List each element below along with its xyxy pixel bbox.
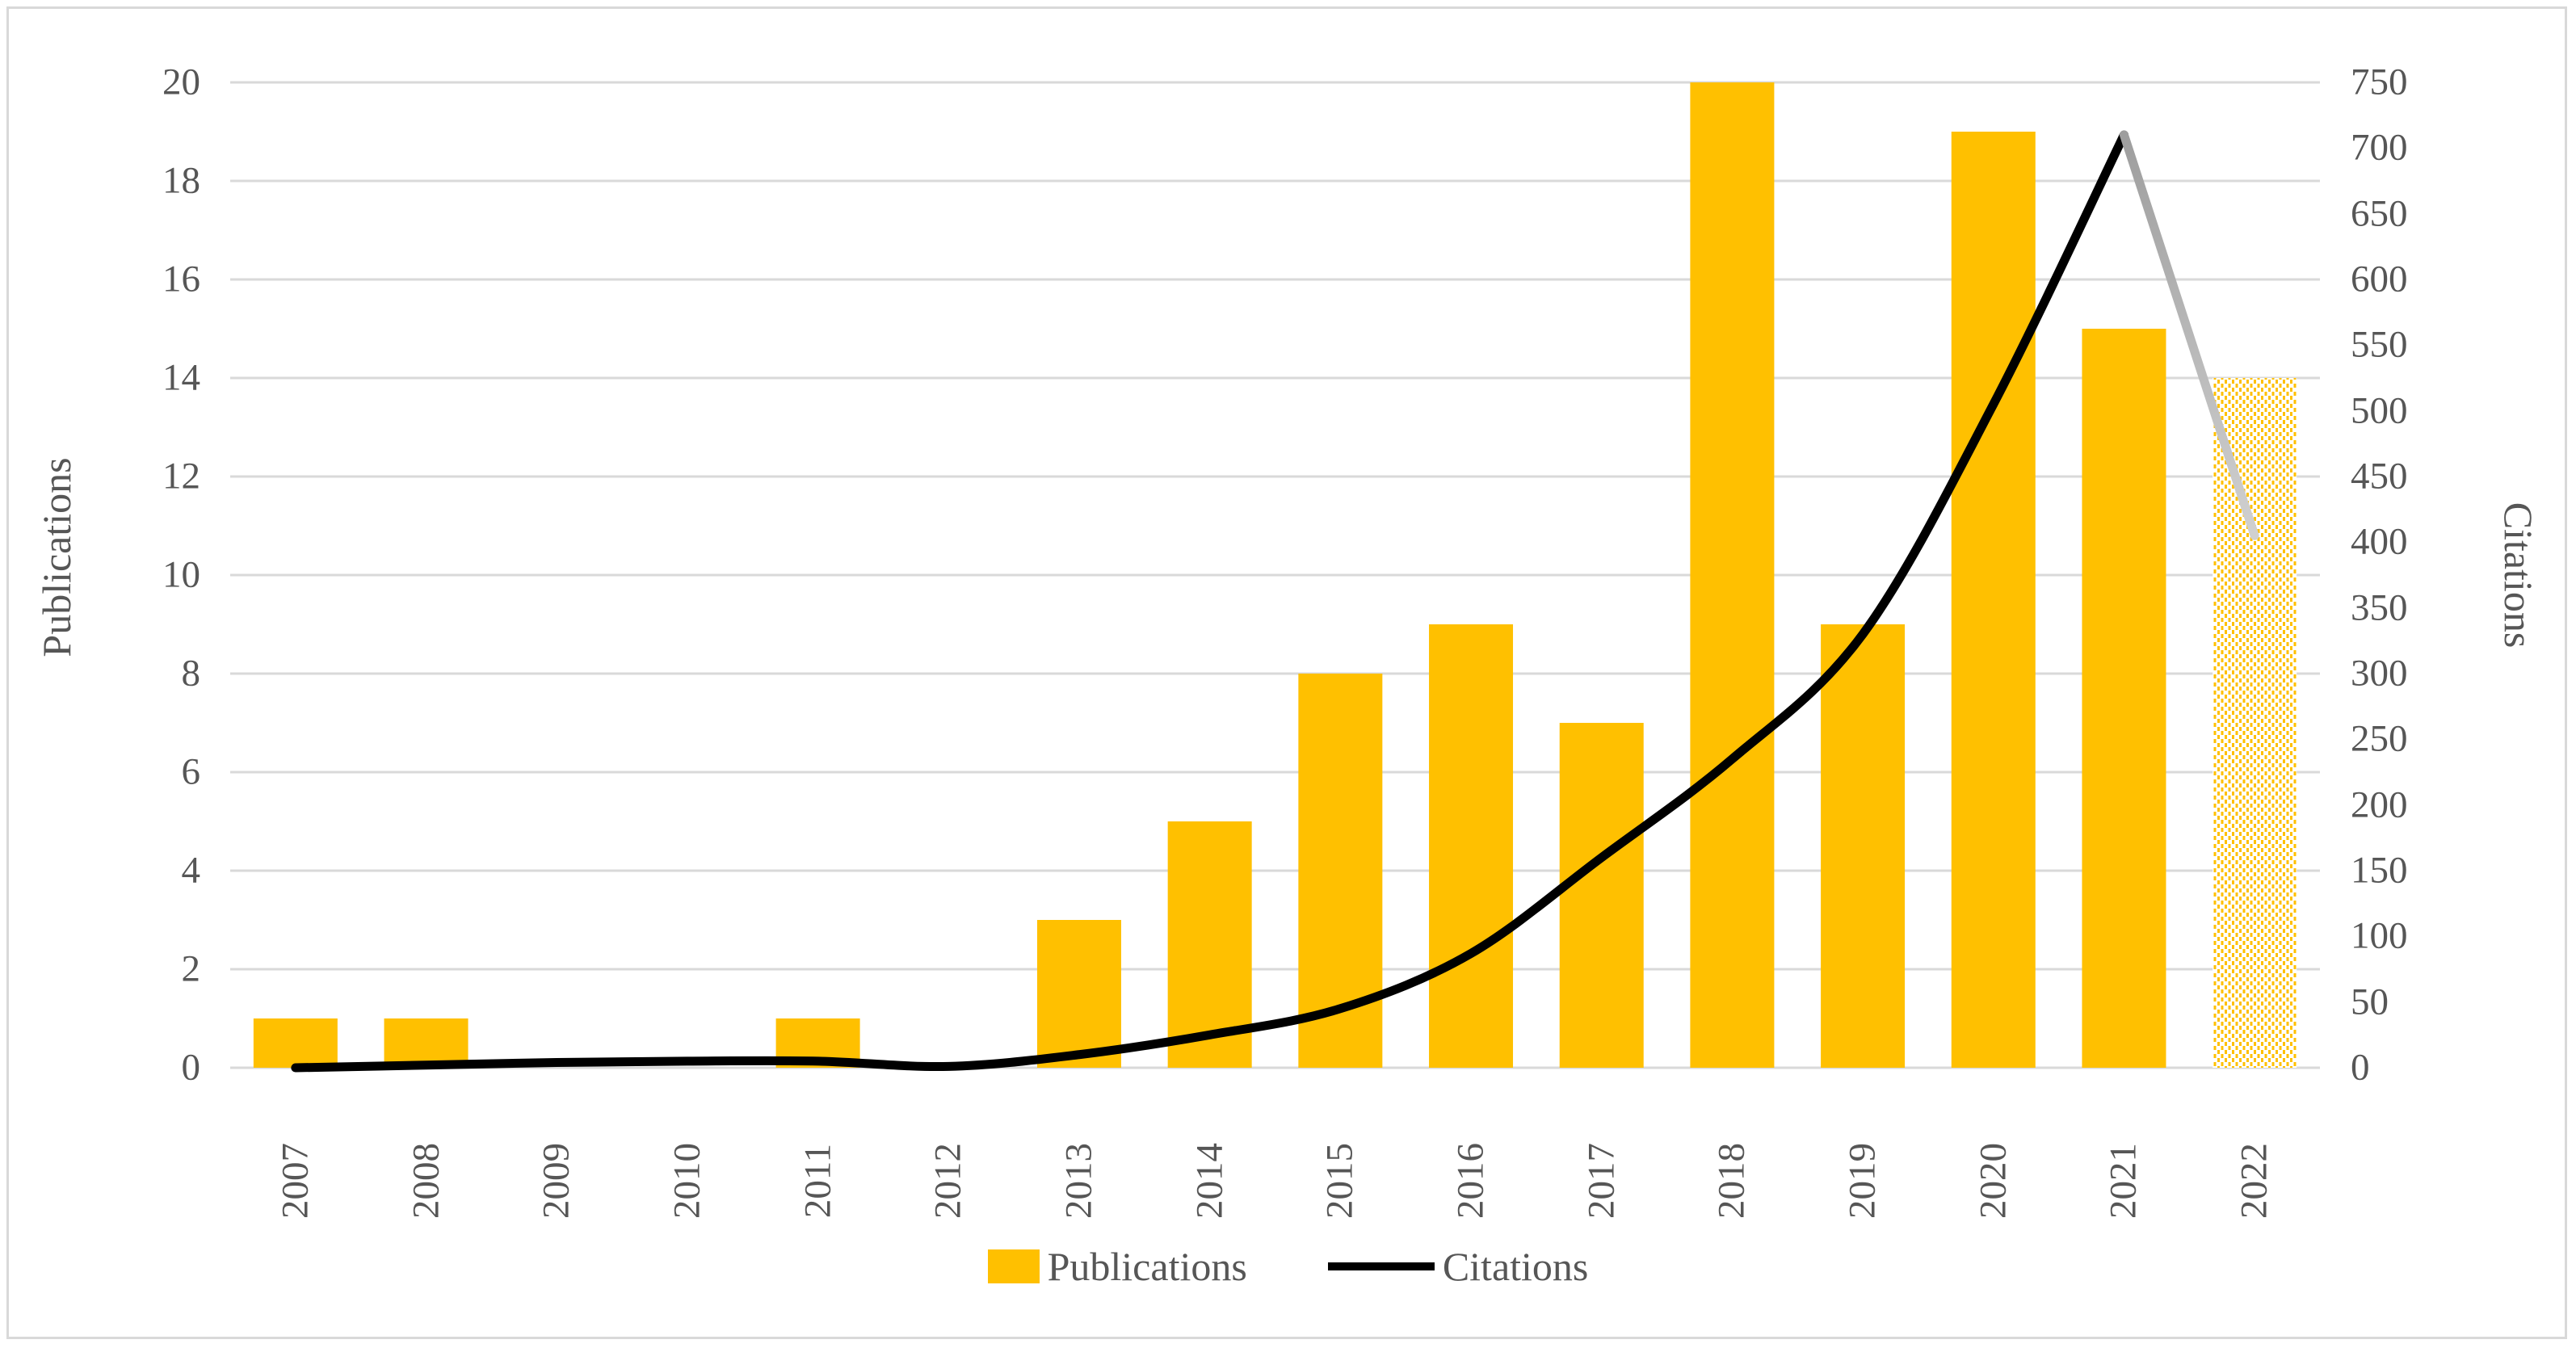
x-tick-label: 2022 (2233, 1143, 2276, 1219)
y-right-tick-label: 600 (2351, 258, 2408, 300)
x-tick-label: 2021 (2102, 1143, 2145, 1219)
y-right-tick-label: 400 (2351, 520, 2408, 563)
y-left-tick-label: 8 (181, 652, 201, 695)
y-left-tick-label: 16 (162, 258, 200, 300)
x-tick-label: 2012 (927, 1143, 969, 1219)
publications-bar (1429, 624, 1514, 1068)
x-tick-label: 2018 (1710, 1143, 1753, 1219)
x-tick-label: 2007 (274, 1143, 317, 1219)
x-tick-label: 2020 (1972, 1143, 2015, 1219)
y-right-tick-label: 700 (2351, 126, 2408, 169)
publications-bar (1821, 624, 1906, 1068)
x-tick-label: 2015 (1318, 1143, 1361, 1219)
y-right-tick-label: 650 (2351, 192, 2408, 235)
y-axis-left-title: Publications (34, 457, 79, 657)
y-right-tick-label: 500 (2351, 389, 2408, 432)
x-tick-label: 2019 (1841, 1143, 1884, 1219)
legend-item-citations: Citations (1327, 1244, 1589, 1289)
citations-forecast-segment (2119, 130, 2259, 540)
legend: Publications Citations (0, 1242, 2576, 1291)
publications-bar (384, 1018, 469, 1068)
y-left-tick-label: 4 (181, 849, 201, 892)
y-left-tick-label: 10 (162, 553, 200, 596)
y-right-tick-label: 50 (2351, 981, 2389, 1023)
x-tick-label: 2011 (796, 1143, 839, 1219)
x-tick-label: 2008 (405, 1143, 448, 1219)
y-right-tick-label: 750 (2351, 61, 2408, 103)
y-right-tick-label: 300 (2351, 652, 2408, 695)
publications-bar (2082, 329, 2166, 1068)
citations-line-swatch-icon (1327, 1262, 1435, 1270)
legend-label-citations: Citations (1442, 1244, 1589, 1289)
legend-label-publications: Publications (1047, 1244, 1247, 1289)
publications-bar-projected (2213, 378, 2297, 1068)
x-tick-label: 2014 (1188, 1143, 1231, 1219)
x-tick-label: 2013 (1057, 1143, 1100, 1219)
publications-bar (1559, 723, 1644, 1068)
y-right-tick-label: 550 (2351, 323, 2408, 366)
y-axis-right-title: Citations (2496, 502, 2541, 649)
y-left-tick-label: 14 (162, 356, 200, 399)
legend-item-publications: Publications (987, 1244, 1247, 1289)
y-left-tick-label: 0 (181, 1046, 201, 1089)
publications-bar (1690, 82, 1775, 1068)
publications-bar (1036, 920, 1121, 1068)
y-right-tick-label: 100 (2351, 914, 2408, 957)
publications-bars (253, 82, 2297, 1068)
y-left-tick-label: 20 (162, 61, 200, 103)
y-right-tick-label: 450 (2351, 455, 2408, 498)
y-right-tick-label: 350 (2351, 586, 2408, 629)
x-tick-label: 2017 (1580, 1143, 1623, 1219)
y-right-tick-label: 250 (2351, 717, 2408, 760)
citations-line (291, 130, 2128, 1073)
y-left-tick-label: 6 (181, 750, 201, 793)
publications-bar (253, 1018, 338, 1068)
publications-bar (1951, 132, 2036, 1068)
y-right-tick-label: 0 (2351, 1046, 2370, 1089)
publications-bar-swatch-icon (987, 1249, 1040, 1283)
y-right-tick-label: 150 (2351, 849, 2408, 892)
y-left-tick-label: 18 (162, 159, 200, 202)
x-tick-label: 2016 (1449, 1143, 1492, 1219)
x-tick-label: 2010 (666, 1143, 708, 1219)
y-right-tick-label: 200 (2351, 783, 2408, 826)
y-left-tick-label: 12 (162, 455, 200, 498)
y-left-tick-label: 2 (181, 947, 201, 990)
x-tick-label: 2009 (535, 1143, 578, 1219)
